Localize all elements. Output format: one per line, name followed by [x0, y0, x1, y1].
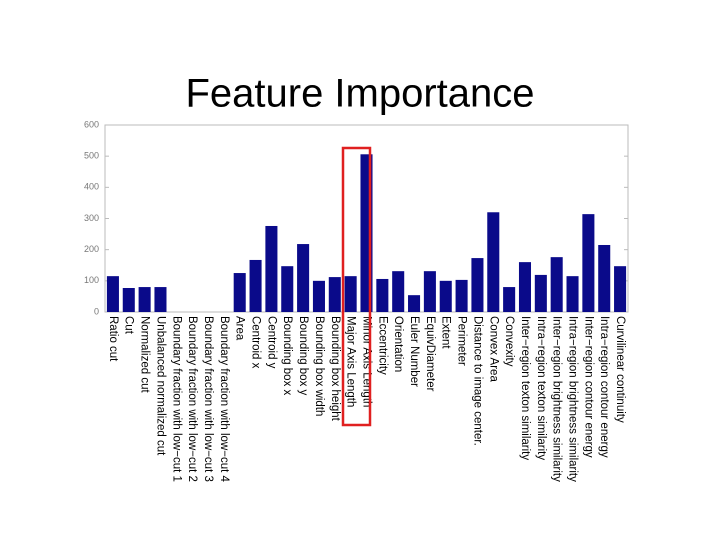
y-tick-label: 500	[84, 151, 99, 161]
bar	[106, 276, 119, 312]
bar	[550, 257, 563, 312]
chart-title: Feature Importance	[185, 72, 534, 116]
bar	[582, 214, 595, 312]
x-tick-label: Bounding box width	[313, 316, 325, 416]
bar	[297, 244, 310, 312]
x-tick-label: Boundary fraction with low−cut 2	[186, 316, 198, 482]
x-tick-label: Unbalanced normalized cut	[154, 316, 166, 456]
bar	[439, 280, 452, 312]
x-tick-label: Intra−region contour energy	[598, 316, 610, 458]
x-tick-label: Normalized cut	[139, 316, 151, 393]
bar	[376, 278, 389, 312]
bar	[392, 271, 405, 312]
bar	[455, 279, 468, 312]
x-tick-label: Perimeter	[456, 316, 468, 366]
bar	[249, 259, 262, 312]
x-tick-label: Bounding box height	[329, 316, 341, 422]
bar	[598, 244, 611, 312]
x-tick-label: Inter−region texton similarity	[519, 316, 531, 460]
x-tick-label: Orientation	[392, 316, 404, 372]
x-tick-label: Cut	[123, 316, 135, 335]
bar	[154, 287, 167, 312]
bar	[566, 276, 579, 312]
bar	[281, 266, 294, 312]
x-tick-label: Distance to image center.	[471, 316, 483, 446]
x-tick-label: Inter−region brightness similarity	[551, 316, 563, 482]
x-tick-label: Major Axis Length	[345, 316, 357, 407]
bar	[138, 287, 151, 312]
bar	[423, 271, 436, 312]
y-tick-label: 600	[84, 119, 99, 129]
bar	[312, 280, 325, 312]
bar	[328, 277, 341, 312]
y-tick-label: 200	[84, 244, 99, 254]
bar	[487, 212, 500, 312]
x-tick-label: Boundary fraction with low−cut 3	[202, 316, 214, 482]
y-tick-label: 0	[94, 306, 99, 316]
x-tick-label: Bounding box x	[281, 316, 293, 396]
x-tick-label: Euler Number	[408, 316, 420, 387]
bar	[534, 274, 547, 312]
x-tick-label: Eccentricity	[376, 316, 388, 375]
x-tick-label: Convex Area	[487, 316, 499, 382]
x-tick-label: Inter−region contour energy	[582, 316, 594, 458]
x-tick-label: Boundary fraction with low−cut 1	[170, 316, 182, 482]
y-tick-label: 300	[84, 213, 99, 223]
x-tick-label: Centroid x	[250, 316, 262, 369]
y-tick-label: 100	[84, 275, 99, 285]
x-tick-label: Boundary fraction with low−cut 4	[218, 316, 230, 482]
x-tick-label: Ratio cut	[107, 316, 119, 362]
highlight-box	[341, 146, 372, 427]
bar	[471, 258, 484, 312]
y-tick-label: 400	[84, 182, 99, 192]
bar	[344, 276, 357, 312]
bar	[614, 266, 627, 312]
x-tick-label: Bounding box y	[297, 316, 309, 396]
x-tick-label: EquivDiameter	[424, 316, 436, 392]
bar	[122, 288, 135, 312]
bar	[265, 225, 278, 312]
x-tick-label: Extent	[440, 316, 452, 349]
x-tick-label: Intra−region brightness similarity	[566, 316, 578, 482]
bar	[503, 287, 516, 312]
plot: 0 100 200 300 400 500 600 Ratio cut Cut Normalize…	[84, 119, 628, 482]
bar	[518, 262, 532, 312]
x-tick-label: Centroid y	[265, 316, 277, 369]
bar	[408, 295, 421, 312]
x-tick-label: Convexity	[503, 316, 515, 367]
bar	[233, 273, 246, 312]
x-tick-label: Area	[234, 316, 246, 341]
x-tick-label: Intra−region texton similarity	[535, 316, 547, 460]
x-tick-label: Curvilinear continuity	[614, 316, 626, 423]
